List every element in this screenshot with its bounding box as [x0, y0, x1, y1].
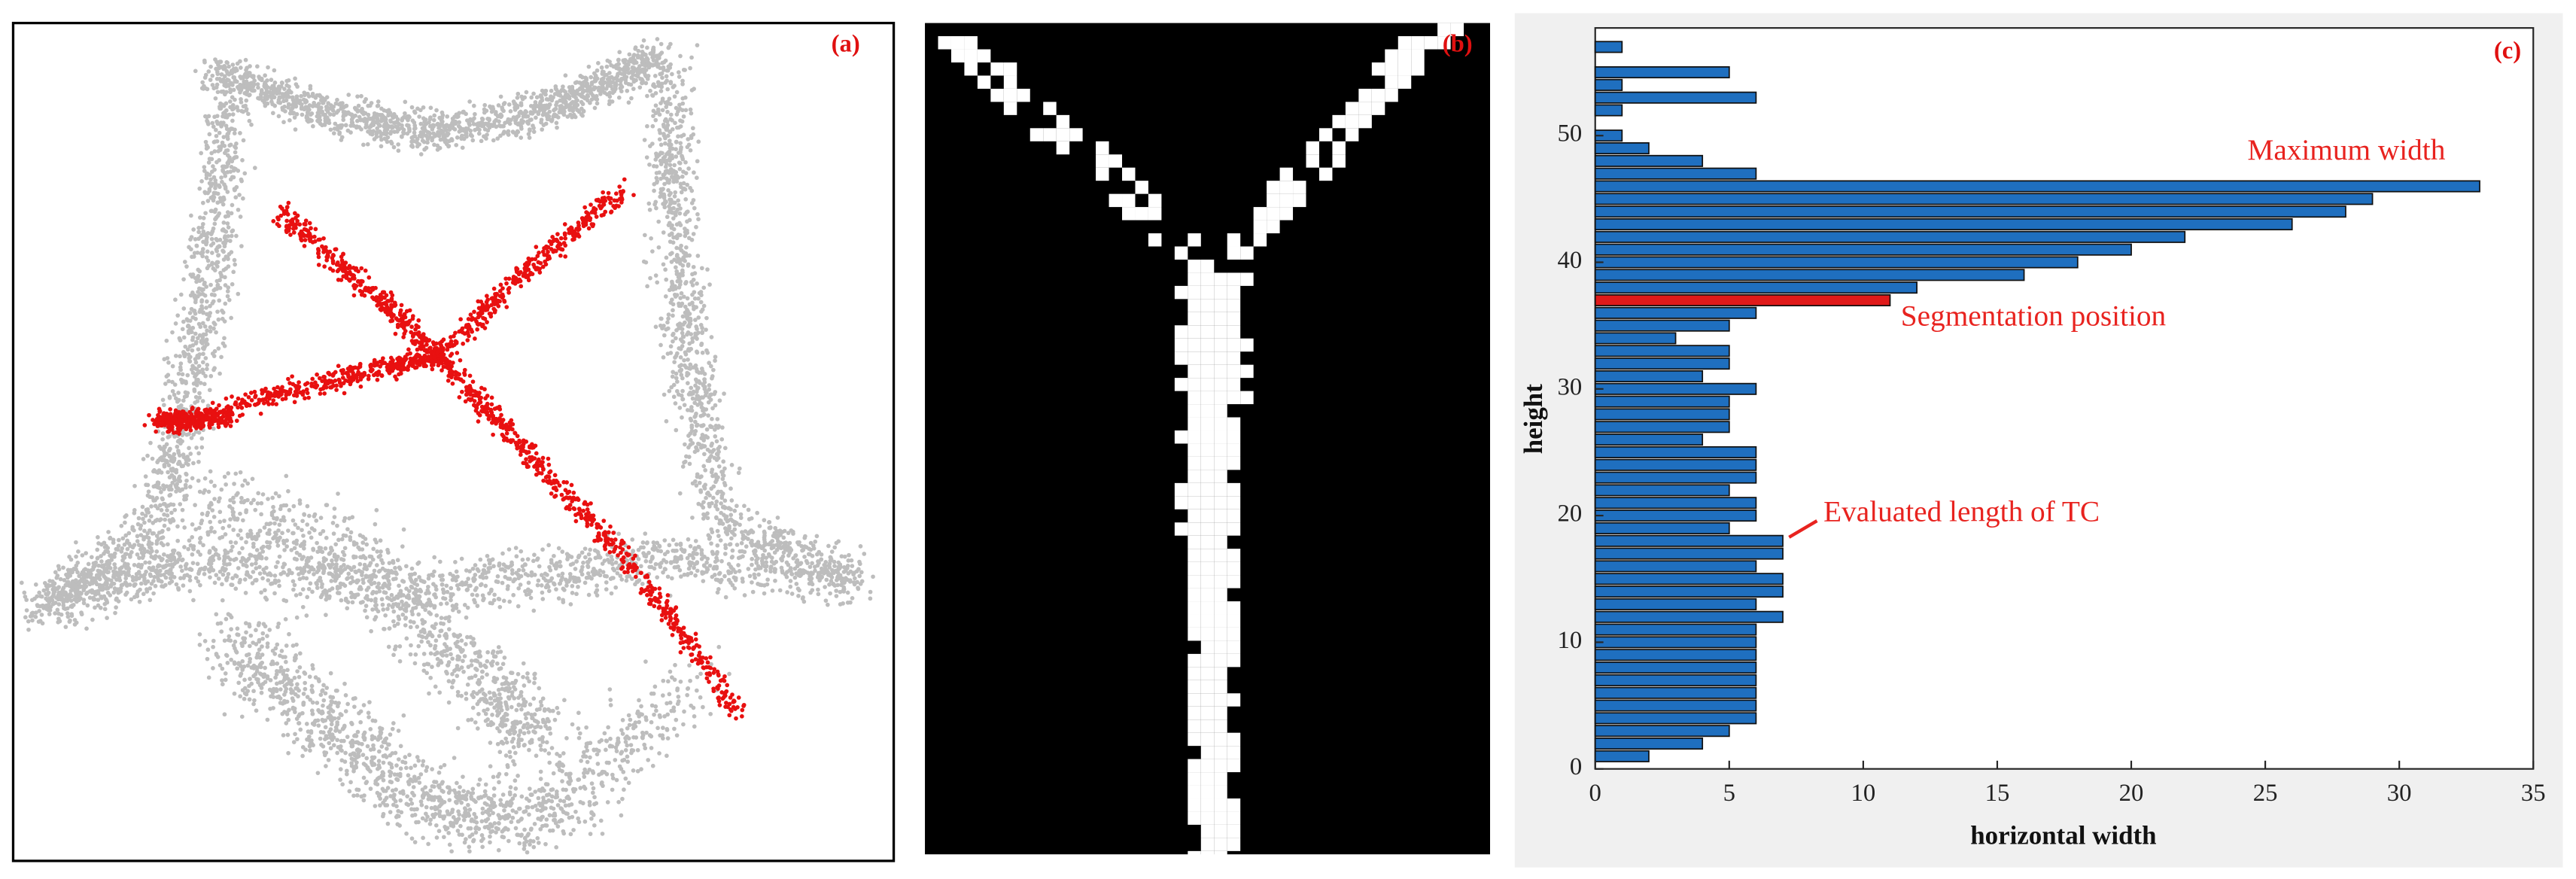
x-tick-label: 5 [1723, 780, 1735, 807]
bar [1594, 623, 1757, 636]
y-tick-label: 20 [1558, 500, 1583, 528]
x-tick-label: 35 [2521, 780, 2546, 807]
bar [1594, 573, 1784, 585]
bar [1594, 458, 1757, 471]
panel-a-frame [11, 21, 896, 862]
bar [1594, 281, 1918, 294]
bar [1594, 738, 1704, 750]
bar [1594, 471, 1757, 484]
bar [1594, 243, 2132, 256]
panel-label: (a) [832, 31, 860, 58]
bar [1594, 585, 1784, 598]
bar [1594, 725, 1730, 738]
bar [1594, 686, 1757, 699]
bar [1594, 382, 1757, 395]
bar [1594, 41, 1623, 53]
bar [1594, 66, 1730, 79]
bar [1594, 332, 1677, 345]
y-tick-label: 10 [1558, 627, 1583, 654]
bar [1594, 662, 1757, 674]
point-cloud [19, 37, 875, 855]
bar [1594, 230, 2186, 243]
y-tick-label: 50 [1558, 120, 1583, 148]
bar [1594, 712, 1757, 725]
bar [1594, 345, 1730, 357]
bar [1594, 610, 1784, 623]
y-axis-label: height [1519, 384, 1548, 454]
panel-label: (c) [2494, 37, 2521, 64]
bar [1594, 534, 1784, 547]
bar [1594, 433, 1704, 446]
bar [1594, 142, 1650, 155]
bar [1594, 319, 1730, 332]
bar [1594, 649, 1757, 662]
bar [1594, 217, 2293, 231]
y-tick-label: 40 [1558, 247, 1583, 274]
bar [1594, 750, 1650, 762]
bar [1594, 509, 1757, 522]
bar [1594, 421, 1730, 433]
bar [1594, 636, 1757, 649]
bar [1594, 674, 1757, 686]
bar [1594, 294, 1891, 307]
bar [1594, 560, 1757, 573]
bar [1594, 306, 1757, 319]
bar [1594, 484, 1730, 497]
x-tick-label: 15 [1985, 780, 2010, 807]
bar [1594, 357, 1730, 370]
annotation: Segmentation position [1901, 300, 2167, 333]
x-tick-label: 10 [1851, 780, 1876, 807]
x-axis-label: horizontal width [1970, 820, 2156, 850]
bar [1594, 598, 1757, 610]
bar [1594, 699, 1757, 712]
panel-label: (b) [1443, 31, 1473, 58]
bar [1594, 408, 1730, 421]
annotation: Evaluated length of TC [1823, 495, 2100, 528]
y-tick-label: 0 [1570, 753, 1582, 780]
bar [1594, 395, 1730, 408]
bar-chart: 0 5 10 15 20 25 30 35 0 10 20 30 40 50 [1558, 41, 2546, 807]
annotation: Maximum width [2247, 134, 2445, 166]
bar [1594, 167, 1757, 180]
bar [1594, 522, 1730, 534]
bar [1594, 497, 1757, 509]
bar [1594, 547, 1784, 560]
bar [1594, 370, 1704, 382]
bar [1594, 78, 1623, 91]
bar [1594, 104, 1623, 117]
bar [1594, 193, 2374, 205]
annotation-arrow [1788, 519, 1818, 539]
bar [1594, 269, 2025, 281]
bar [1594, 180, 2480, 193]
x-tick-label: 25 [2253, 780, 2278, 807]
bar [1594, 154, 1704, 167]
bar [1594, 446, 1757, 458]
y-tick-label: 30 [1558, 373, 1583, 400]
bar [1594, 256, 2079, 269]
binary-image [938, 23, 1464, 865]
bar [1594, 91, 1757, 104]
x-tick-label: 30 [2387, 780, 2412, 807]
x-tick-label: 20 [2119, 780, 2144, 807]
bar [1594, 205, 2346, 218]
x-tick-label: 0 [1589, 780, 1601, 807]
